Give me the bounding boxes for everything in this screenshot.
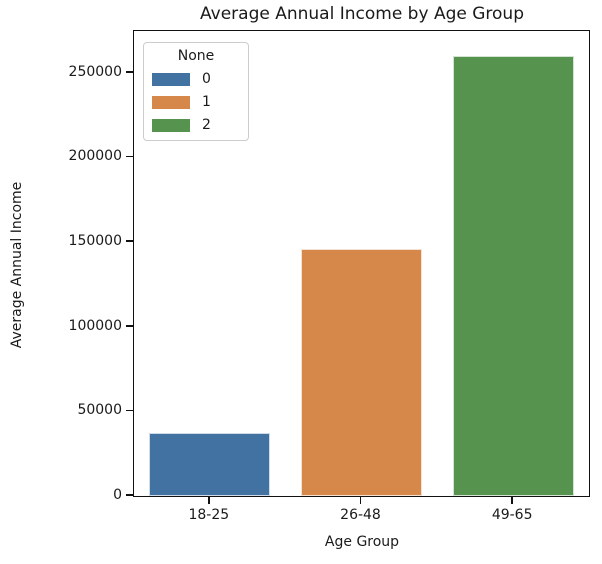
y-tick-mark — [126, 324, 133, 327]
legend-title: None — [177, 48, 215, 64]
legend-label: 2 — [202, 117, 211, 133]
y-tick-label: 100000 — [68, 317, 122, 334]
y-tick-mark — [126, 71, 133, 73]
x-tick-label: 26-48 — [340, 507, 381, 523]
plot-area: None 0 1 2 — [133, 30, 590, 497]
x-tick-label: 49-65 — [491, 507, 533, 523]
y-tick-label: 0 — [113, 487, 122, 503]
y-tick-label: 150000 — [68, 233, 122, 250]
legend-label: 1 — [202, 94, 211, 110]
y-tick-mark — [126, 240, 133, 242]
legend-swatch — [152, 118, 190, 132]
y-tick-label: 250000 — [68, 63, 122, 80]
bar-49-65 — [453, 56, 574, 496]
y-axis-title: Average Annual Income — [9, 181, 25, 349]
legend-swatch — [152, 72, 190, 86]
legend: None 0 1 2 — [143, 42, 249, 141]
legend-swatch — [152, 95, 190, 109]
x-tick-mark — [208, 496, 210, 504]
x-tick-mark — [359, 496, 362, 504]
x-tick-label: 18-25 — [188, 507, 230, 523]
legend-entry-0: 0 — [152, 71, 240, 87]
x-tick-mark — [511, 496, 513, 504]
legend-entry-1: 1 — [152, 94, 240, 110]
y-tick-label: 50000 — [77, 402, 122, 419]
x-axis-title: Age Group — [324, 534, 400, 550]
bar-18-25 — [149, 433, 270, 496]
y-tick-label: 200000 — [68, 148, 122, 165]
legend-label: 0 — [202, 71, 211, 87]
y-tick-mark — [126, 494, 133, 496]
legend-entry-2: 2 — [152, 117, 240, 133]
y-tick-mark — [126, 155, 133, 158]
legend-rows: 0 1 2 — [152, 71, 240, 133]
y-tick-mark — [126, 409, 133, 412]
bar-26-48 — [301, 249, 422, 496]
chart-title: Average Annual Income by Age Group — [200, 4, 524, 24]
